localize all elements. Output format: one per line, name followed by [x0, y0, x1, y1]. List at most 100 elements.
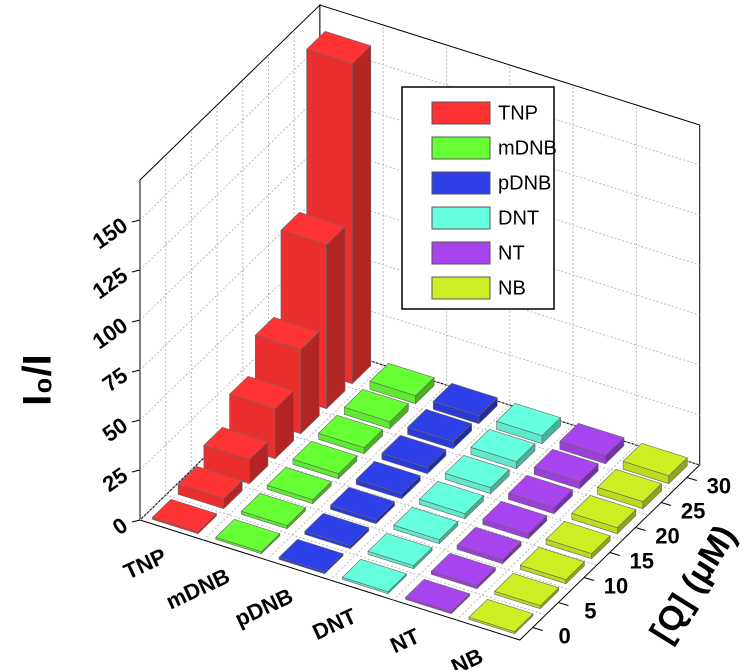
grid-line: [139, 44, 700, 221]
bar-top: [177, 465, 243, 500]
bar: [278, 538, 344, 575]
bar: [507, 474, 574, 515]
bar-top: [278, 538, 344, 573]
bar: [240, 492, 307, 530]
bar: [571, 494, 637, 535]
depth-tick-label: 10: [604, 573, 628, 598]
bar: [622, 442, 688, 485]
floor-grid: [456, 444, 637, 621]
depth-tick: [532, 627, 543, 631]
bar: [292, 440, 358, 480]
legend-label: NB: [498, 277, 526, 299]
bar-top: [571, 494, 637, 529]
bar: [177, 465, 243, 510]
bar-top: [369, 362, 435, 397]
bar-top: [622, 442, 688, 477]
floor-grid: [392, 424, 574, 601]
bar-top: [254, 316, 320, 351]
bar-top: [306, 30, 372, 65]
legend-label: pDNB: [498, 172, 551, 194]
bar-side: [351, 44, 372, 385]
bar: [456, 526, 522, 565]
bar: [266, 466, 332, 505]
bar-top: [495, 402, 562, 437]
bar-top: [545, 520, 611, 555]
bar-top: [355, 460, 421, 495]
floor-grid: [266, 384, 447, 561]
bar-top: [343, 388, 409, 423]
x-tick-label: TNP: [120, 543, 170, 584]
bar-top: [367, 532, 433, 567]
bar-top: [151, 498, 218, 533]
bar-top: [266, 466, 332, 501]
grid-line: [139, 244, 700, 421]
bar-top: [280, 211, 346, 246]
bar: [215, 518, 281, 555]
bar: [559, 422, 625, 465]
y-axis-title: I₀/I: [16, 354, 60, 405]
bar: [393, 506, 459, 545]
depth-tick: [635, 527, 646, 531]
x-tick-label: DNT: [309, 603, 361, 645]
legend-label: TNP: [498, 102, 538, 124]
bar: [367, 532, 433, 570]
bar-top: [596, 468, 663, 503]
bar: [432, 382, 498, 425]
bar: [468, 598, 534, 635]
y-tick-label: 125: [88, 262, 132, 304]
y-tick-label: 150: [88, 212, 132, 254]
depth-tick: [609, 552, 620, 556]
bar-top: [406, 408, 473, 443]
depth-tick-label: 25: [681, 498, 705, 523]
y-tick-label: 25: [98, 462, 132, 497]
grid-line: [139, 194, 700, 371]
x-tick-label: NT: [386, 623, 424, 658]
legend-swatch: [431, 101, 491, 125]
legend-swatch: [431, 241, 491, 265]
bar-top: [292, 440, 358, 475]
bar-top: [533, 448, 599, 483]
y-tick: [131, 319, 141, 323]
bar: [495, 402, 562, 445]
y-tick: [131, 219, 141, 223]
bar-top: [405, 578, 471, 613]
bar-top: [494, 572, 560, 607]
bar-top: [215, 518, 281, 553]
bar: [596, 468, 663, 510]
y-tick-label: 75: [98, 362, 132, 397]
bar: [381, 434, 447, 475]
grid-line: [139, 294, 700, 471]
legend-swatch: [431, 136, 491, 160]
bar-top: [304, 512, 370, 547]
depth-tick-label: 20: [655, 523, 679, 548]
depth-tick: [661, 502, 672, 506]
bar-top: [240, 492, 307, 527]
legend: TNP mDNB pDNB DNT NT NB: [401, 86, 557, 310]
legend-swatch: [431, 206, 491, 230]
bar: [341, 558, 408, 595]
bar: [343, 388, 409, 430]
bar: [545, 520, 611, 560]
y-tick-label: 100: [88, 312, 132, 354]
bar-top: [228, 375, 295, 410]
bar-top: [317, 414, 384, 449]
bar-top: [341, 558, 408, 593]
floor-grid: [329, 404, 511, 581]
y-tick: [131, 419, 141, 423]
grid-line: [139, 344, 700, 521]
y-tick: [131, 369, 141, 373]
bar: [494, 572, 560, 610]
bar: [444, 454, 510, 495]
bar: [482, 500, 548, 540]
legend-label: mDNB: [498, 137, 557, 159]
bar: [304, 512, 370, 550]
bar-top: [430, 552, 497, 587]
bar: [317, 414, 384, 455]
depth-tick: [558, 602, 569, 606]
bar: [533, 448, 599, 490]
bar-top: [381, 434, 447, 469]
legend-swatch: [431, 276, 491, 300]
bar-top: [418, 480, 485, 515]
bar-top: [470, 428, 536, 463]
